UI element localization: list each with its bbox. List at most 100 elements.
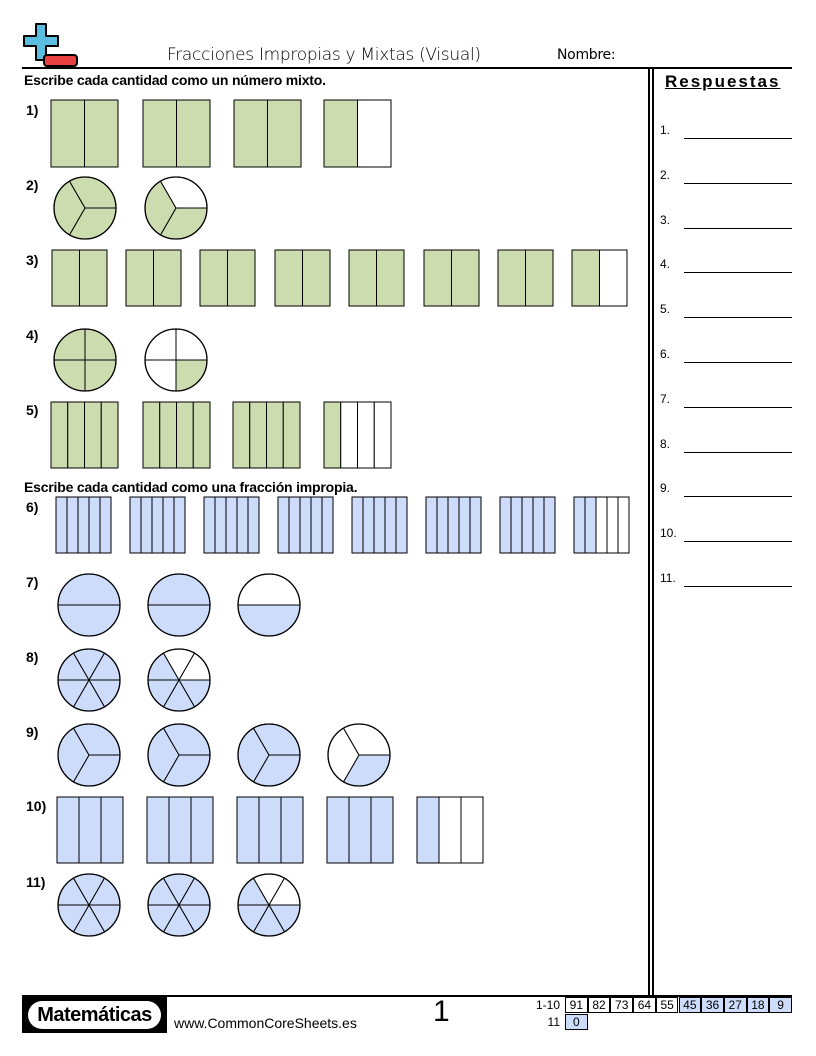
fraction-part (469, 496, 482, 554)
fraction-part (142, 99, 177, 168)
fraction-circle-outline (57, 573, 121, 637)
problem-number: 9) (26, 724, 39, 740)
answer-blank[interactable] (684, 451, 792, 453)
answer-blank[interactable] (684, 586, 792, 587)
fraction-part (277, 496, 290, 554)
fraction-part (362, 496, 375, 554)
fraction-part (323, 401, 342, 469)
answer-blank[interactable] (684, 496, 792, 498)
fraction-part (423, 249, 452, 307)
fraction-part (351, 496, 364, 554)
problem-number: 3) (26, 252, 39, 268)
answer-blank[interactable] (684, 138, 792, 139)
fraction-part (79, 249, 108, 307)
fraction-part (606, 496, 619, 554)
fraction-circle-outline (53, 328, 117, 392)
fraction-part (56, 796, 80, 864)
answer-number: 8. (660, 436, 671, 451)
answer-blank[interactable] (684, 272, 792, 274)
fraction-part (376, 249, 405, 307)
fraction-sector (237, 604, 301, 637)
fraction-part (348, 249, 377, 307)
answer-key-cell: 0 (565, 1014, 588, 1030)
answer-number: 3. (660, 212, 671, 227)
fraction-circle-outline (57, 723, 121, 787)
fraction-part (176, 401, 194, 469)
fraction-part (100, 401, 119, 469)
answer-blank[interactable] (684, 541, 792, 543)
problem-number: 1) (26, 102, 39, 118)
fraction-circle-outline (144, 328, 208, 392)
answer-number: 1. (660, 123, 671, 137)
problem-number: 2) (26, 177, 39, 193)
fraction-part (247, 496, 260, 554)
answer-blank[interactable] (684, 317, 792, 319)
fraction-circle-outline (327, 723, 391, 787)
fraction-part (78, 796, 102, 864)
fraction-part (151, 496, 164, 554)
fraction-part (438, 796, 462, 864)
answer-key-cell: 27 (723, 997, 747, 1013)
problem-number: 8) (26, 649, 39, 665)
fraction-part (176, 99, 211, 168)
fraction-sector (57, 604, 121, 637)
fraction-part (274, 249, 303, 307)
fraction-part (173, 496, 186, 554)
website-link[interactable]: www.CommonCoreSheets.es (174, 1015, 357, 1031)
fraction-part (190, 796, 214, 864)
fraction-part (88, 496, 101, 554)
answer-blank[interactable] (684, 406, 792, 408)
answer-number: 5. (660, 302, 671, 317)
fraction-part (50, 401, 69, 469)
fraction-part (225, 496, 238, 554)
fraction-part (436, 496, 449, 554)
brand-logo: Matemáticas (22, 997, 167, 1033)
fraction-part (267, 99, 302, 168)
fraction-part (67, 401, 85, 469)
fraction-part (460, 796, 484, 864)
fraction-part (370, 796, 394, 864)
answer-blank[interactable] (684, 362, 792, 363)
fraction-sector (57, 573, 121, 606)
brand-text: Matemáticas (28, 1001, 161, 1029)
fraction-part (203, 496, 216, 554)
fraction-sector (237, 573, 301, 606)
fraction-part (521, 496, 534, 554)
worksheet-title: Fracciones Impropias y Mixtas (Visual) (167, 45, 481, 65)
fraction-part (310, 496, 323, 554)
fraction-sector (147, 604, 211, 637)
problem-number: 4) (26, 327, 39, 343)
fraction-part (125, 249, 154, 307)
answer-key-cell: 82 (587, 997, 611, 1013)
fraction-circle-outline (237, 873, 301, 937)
answer-blank[interactable] (684, 227, 792, 229)
fraction-part (236, 796, 260, 864)
answer-number: 2. (660, 167, 671, 182)
problem-number: 11) (26, 874, 46, 890)
fraction-part (66, 496, 79, 554)
fraction-part (100, 796, 124, 864)
answer-number: 4. (660, 257, 671, 272)
fraction-part (142, 401, 161, 469)
fraction-part (458, 496, 471, 554)
fraction-part (451, 249, 480, 307)
answer-blank[interactable] (684, 182, 792, 184)
answer-key-cell: 36 (701, 997, 724, 1013)
fraction-part (384, 496, 397, 554)
fraction-circle-outline (147, 723, 211, 787)
column-divider (648, 68, 650, 996)
problem-number: 7) (26, 574, 39, 590)
fraction-part (84, 401, 102, 469)
fraction-part (192, 401, 211, 469)
fraction-part (282, 401, 301, 469)
fraction-part (140, 496, 153, 554)
fraction-part (129, 496, 142, 554)
fraction-part (266, 401, 284, 469)
fraction-part (595, 496, 608, 554)
answer-key-cell: 55 (655, 997, 679, 1013)
fraction-circle-outline (237, 573, 301, 637)
fraction-part (50, 99, 85, 168)
answers-title: Respuestas (665, 72, 781, 91)
fraction-part (617, 496, 630, 554)
